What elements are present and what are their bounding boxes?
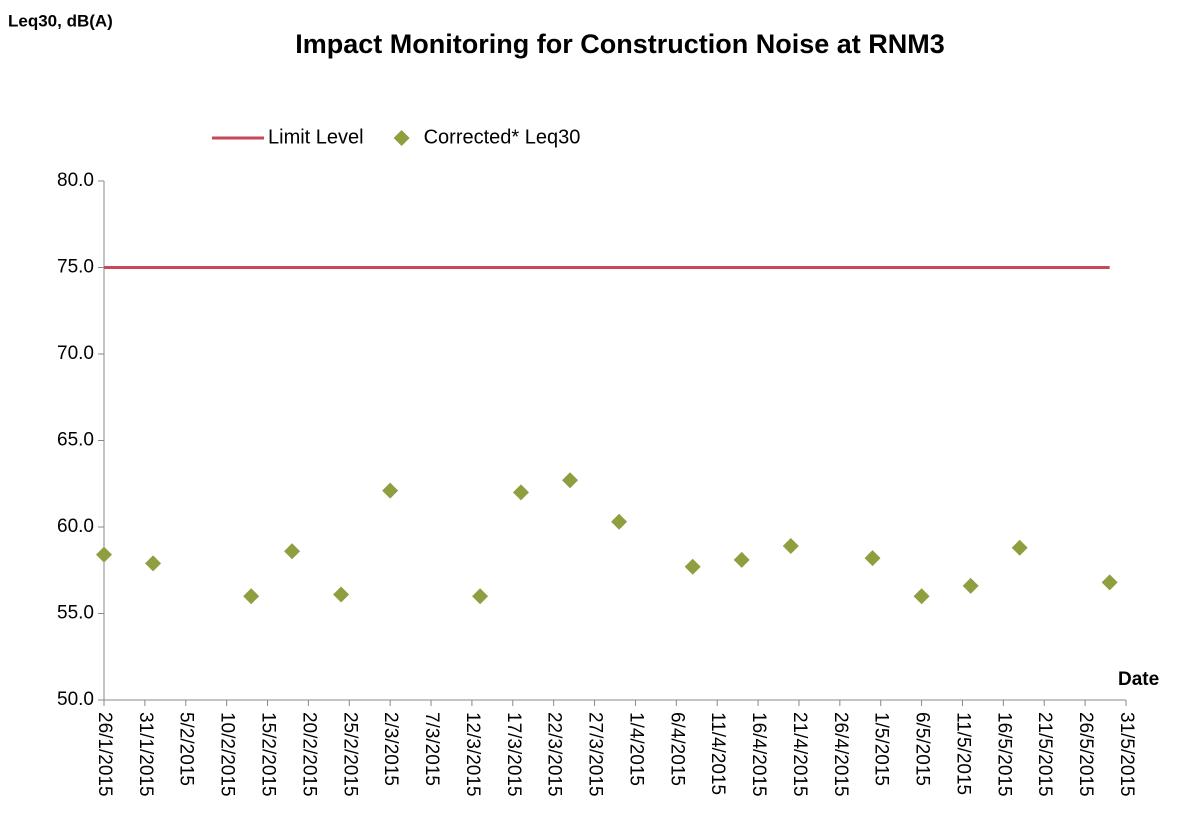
- x-tick-label: 25/2/2015: [339, 712, 360, 797]
- x-tick-label: 21/4/2015: [789, 712, 810, 797]
- x-tick-label: 26/4/2015: [830, 712, 851, 797]
- x-tick-label: 21/5/2015: [1034, 712, 1055, 797]
- x-tick-label: 11/4/2015: [707, 712, 728, 795]
- data-point: [684, 558, 701, 575]
- data-point: [145, 555, 162, 572]
- x-tick-label: 17/3/2015: [503, 712, 524, 797]
- y-tick-label: 50.0: [57, 689, 94, 710]
- data-point: [284, 543, 301, 560]
- x-tick-label: 20/2/2015: [298, 712, 319, 797]
- y-axis-label: Leq30, dB(A): [8, 11, 113, 30]
- data-point: [472, 588, 489, 605]
- data-point: [512, 484, 529, 501]
- data-point: [782, 538, 799, 555]
- chart-title: Impact Monitoring for Construction Noise…: [295, 29, 945, 59]
- data-point: [562, 472, 579, 489]
- data-point: [96, 546, 112, 563]
- x-tick-label: 6/5/2015: [912, 712, 933, 786]
- y-tick-label: 65.0: [57, 430, 94, 451]
- x-tick-label: 1/4/2015: [625, 712, 646, 786]
- x-tick-label: 16/4/2015: [748, 712, 769, 797]
- x-tick-label: 2/3/2015: [380, 712, 401, 786]
- data-point: [1101, 574, 1118, 591]
- y-tick-label: 70.0: [57, 343, 94, 364]
- y-tick-label: 55.0: [57, 603, 94, 624]
- x-tick-label: 22/3/2015: [544, 712, 565, 797]
- x-tick-label: 10/2/2015: [217, 712, 238, 797]
- legend-label: Limit Level: [268, 126, 364, 148]
- x-tick-label: 31/1/2015: [135, 712, 156, 797]
- data-point: [1011, 539, 1028, 556]
- data-point: [864, 550, 881, 567]
- data-point: [243, 588, 260, 605]
- x-tick-label: 26/1/2015: [94, 712, 115, 797]
- legend-label: Corrected* Leq30: [424, 126, 581, 148]
- x-tick-label: 31/5/2015: [1116, 712, 1137, 797]
- x-tick-label: 15/2/2015: [258, 712, 279, 797]
- x-tick-label: 7/3/2015: [421, 712, 442, 786]
- x-tick-label: 11/5/2015: [952, 712, 973, 795]
- data-point: [733, 551, 750, 568]
- x-tick-label: 5/2/2015: [176, 712, 197, 786]
- y-tick-label: 80.0: [57, 170, 94, 191]
- x-tick-label: 16/5/2015: [993, 712, 1014, 797]
- y-tick-label: 75.0: [57, 257, 94, 278]
- x-tick-label: 27/3/2015: [585, 712, 606, 797]
- data-point: [913, 588, 930, 605]
- x-tick-label: 26/5/2015: [1075, 712, 1096, 797]
- data-point: [333, 586, 350, 603]
- x-tick-label: 1/5/2015: [871, 712, 892, 786]
- data-point: [962, 577, 979, 594]
- x-tick-label: 6/4/2015: [666, 712, 687, 786]
- x-axis-label: Date: [1118, 669, 1159, 690]
- data-point: [382, 482, 399, 499]
- x-tick-label: 12/3/2015: [462, 712, 483, 797]
- legend-marker: [393, 130, 410, 146]
- y-tick-label: 60.0: [57, 516, 94, 537]
- data-point: [611, 513, 628, 530]
